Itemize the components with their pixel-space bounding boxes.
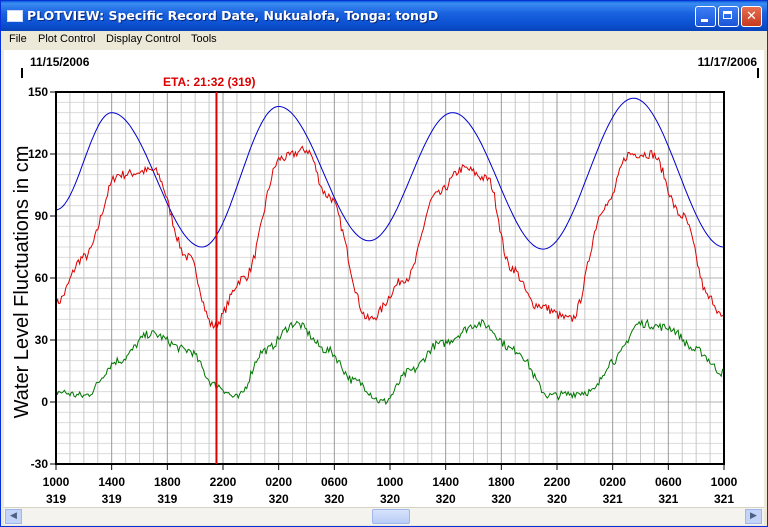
minimize-icon bbox=[701, 19, 708, 22]
x-tick-day-label: 320 bbox=[436, 492, 456, 506]
menu-bar: File Plot Control Display Control Tools bbox=[1, 31, 767, 49]
water-level-chart[interactable]: 11/15/2006 11/17/2006 ETA: 21:32 (319) W… bbox=[4, 50, 764, 507]
menu-file[interactable]: File bbox=[9, 33, 27, 45]
arrow-right-icon: ▶ bbox=[750, 511, 757, 521]
x-tick-day-label: 319 bbox=[213, 492, 233, 506]
x-tick-time-label: 1400 bbox=[432, 475, 459, 489]
x-tick-time-label: 1400 bbox=[98, 475, 125, 489]
x-tick-time-label: 0600 bbox=[321, 475, 348, 489]
x-tick-time-label: 1800 bbox=[488, 475, 515, 489]
y-axis-label: Water Level Fluctuations in cm bbox=[11, 146, 33, 419]
date-left-label: 11/15/2006 bbox=[30, 55, 90, 69]
arrow-left-icon: ◀ bbox=[10, 511, 17, 521]
scroll-left-button[interactable]: ◀ bbox=[5, 509, 22, 524]
x-tick-time-label: 1000 bbox=[43, 475, 70, 489]
horizontal-scrollbar[interactable]: ◀ ▶ bbox=[4, 507, 764, 525]
x-tick-day-label: 319 bbox=[102, 492, 122, 506]
y-tick-label: 30 bbox=[35, 333, 49, 347]
minimize-button[interactable] bbox=[695, 6, 716, 27]
app-icon bbox=[7, 10, 23, 22]
menu-tools[interactable]: Tools bbox=[191, 33, 217, 45]
x-tick-time-label: 2200 bbox=[210, 475, 237, 489]
x-tick-day-label: 319 bbox=[157, 492, 177, 506]
x-tick-time-label: 1000 bbox=[377, 475, 404, 489]
date-right-label: 11/17/2006 bbox=[698, 55, 758, 69]
window-title: PLOTVIEW: Specific Record Date, Nukualof… bbox=[27, 8, 439, 23]
x-tick-time-label: 0200 bbox=[599, 475, 626, 489]
y-tick-label: 0 bbox=[41, 395, 48, 409]
x-tick-day-label: 321 bbox=[658, 492, 678, 506]
y-tick-label: 90 bbox=[35, 209, 49, 223]
residual-line bbox=[55, 318, 725, 405]
y-tick-label: 120 bbox=[28, 147, 48, 161]
close-button[interactable]: ✕ bbox=[741, 6, 762, 27]
x-tick-time-label: 1000 bbox=[711, 475, 738, 489]
x-tick-day-label: 321 bbox=[714, 492, 734, 506]
x-tick-time-label: 0600 bbox=[655, 475, 682, 489]
y-tick-label: -30 bbox=[31, 457, 49, 471]
x-tick-day-label: 321 bbox=[603, 492, 623, 506]
y-tick-label: 150 bbox=[28, 85, 48, 99]
close-icon: ✕ bbox=[746, 9, 757, 24]
x-tick-day-label: 320 bbox=[324, 492, 344, 506]
x-tick-day-label: 319 bbox=[46, 492, 66, 506]
x-tick-day-label: 320 bbox=[269, 492, 289, 506]
x-tick-time-label: 0200 bbox=[265, 475, 292, 489]
x-tick-time-label: 2200 bbox=[544, 475, 571, 489]
scroll-thumb[interactable] bbox=[372, 509, 410, 524]
eta-label: ETA: 21:32 (319) bbox=[163, 75, 255, 89]
y-tick-label: 60 bbox=[35, 271, 49, 285]
predicted-tide-line bbox=[55, 97, 725, 250]
menu-display-control[interactable]: Display Control bbox=[106, 33, 181, 45]
x-tick-day-label: 320 bbox=[547, 492, 567, 506]
plot-area[interactable]: 11/15/2006 11/17/2006 ETA: 21:32 (319) W… bbox=[4, 50, 764, 507]
x-tick-day-label: 320 bbox=[491, 492, 511, 506]
maximize-icon bbox=[723, 11, 732, 19]
x-tick-day-label: 320 bbox=[380, 492, 400, 506]
scroll-right-button[interactable]: ▶ bbox=[745, 509, 762, 524]
x-tick-time-label: 1800 bbox=[154, 475, 181, 489]
observed-tide-line bbox=[55, 145, 725, 329]
menu-plot-control[interactable]: Plot Control bbox=[38, 33, 96, 45]
title-bar[interactable]: PLOTVIEW: Specific Record Date, Nukualof… bbox=[1, 1, 767, 31]
maximize-button[interactable] bbox=[718, 6, 739, 27]
